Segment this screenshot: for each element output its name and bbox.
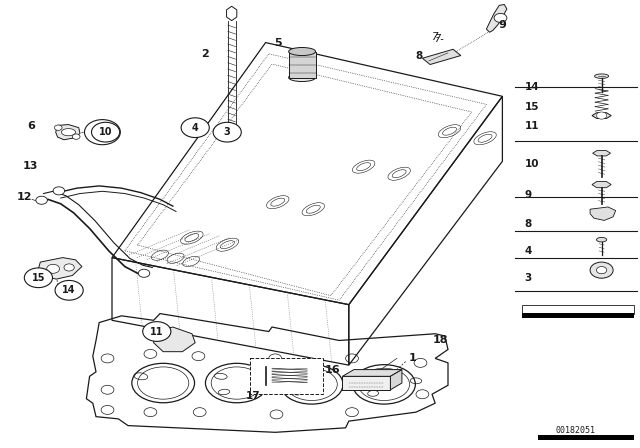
- Circle shape: [138, 269, 150, 277]
- Text: 7-: 7-: [434, 34, 444, 44]
- Text: -: -: [435, 32, 438, 42]
- Polygon shape: [38, 258, 82, 279]
- Polygon shape: [422, 49, 461, 65]
- Ellipse shape: [595, 74, 609, 78]
- Ellipse shape: [289, 73, 316, 82]
- Text: 4: 4: [525, 246, 532, 256]
- Circle shape: [596, 267, 607, 274]
- Polygon shape: [486, 4, 507, 32]
- Text: 18: 18: [433, 336, 448, 345]
- Circle shape: [24, 268, 52, 288]
- Ellipse shape: [61, 129, 76, 136]
- Polygon shape: [522, 313, 634, 318]
- Text: 6: 6: [27, 121, 35, 131]
- Polygon shape: [592, 181, 611, 188]
- Text: 8: 8: [415, 52, 423, 61]
- Text: 15: 15: [525, 102, 540, 112]
- Polygon shape: [590, 207, 616, 220]
- Circle shape: [92, 122, 120, 142]
- Text: 14: 14: [525, 82, 540, 92]
- Circle shape: [47, 264, 60, 273]
- Text: 17: 17: [246, 392, 260, 401]
- Circle shape: [64, 264, 74, 271]
- Polygon shape: [154, 327, 195, 352]
- Circle shape: [36, 196, 47, 204]
- Ellipse shape: [289, 47, 316, 56]
- Text: 7: 7: [431, 32, 437, 42]
- Text: 13: 13: [23, 161, 38, 171]
- Circle shape: [596, 112, 607, 119]
- Circle shape: [72, 134, 80, 139]
- Polygon shape: [289, 52, 316, 78]
- Circle shape: [590, 262, 613, 278]
- Text: 10: 10: [525, 159, 540, 168]
- Text: 3: 3: [224, 127, 230, 137]
- Polygon shape: [342, 376, 390, 390]
- Circle shape: [54, 125, 62, 130]
- Text: 2: 2: [201, 49, 209, 59]
- Text: 16: 16: [325, 365, 340, 375]
- Polygon shape: [592, 113, 611, 118]
- Polygon shape: [593, 151, 611, 156]
- Text: 10: 10: [99, 127, 113, 137]
- Circle shape: [494, 13, 507, 22]
- Ellipse shape: [596, 237, 607, 242]
- Text: 11: 11: [525, 121, 540, 131]
- Text: 11: 11: [150, 327, 164, 336]
- Polygon shape: [342, 370, 402, 376]
- Text: 8: 8: [525, 219, 532, 229]
- Text: 9: 9: [525, 190, 532, 200]
- Polygon shape: [390, 370, 402, 390]
- Text: 15: 15: [31, 273, 45, 283]
- Circle shape: [213, 122, 241, 142]
- Text: 4: 4: [192, 123, 198, 133]
- Polygon shape: [538, 435, 634, 440]
- Circle shape: [55, 280, 83, 300]
- Text: 5: 5: [275, 38, 282, 48]
- Text: 12: 12: [17, 192, 32, 202]
- Text: 1: 1: [409, 353, 417, 363]
- Polygon shape: [250, 358, 323, 394]
- Circle shape: [84, 120, 120, 145]
- Text: 9: 9: [499, 20, 506, 30]
- Circle shape: [181, 118, 209, 138]
- Circle shape: [143, 322, 171, 341]
- Text: 14: 14: [62, 285, 76, 295]
- Polygon shape: [56, 125, 80, 140]
- Text: 3: 3: [525, 273, 532, 283]
- Polygon shape: [522, 305, 634, 314]
- Polygon shape: [227, 6, 237, 21]
- Circle shape: [53, 187, 65, 195]
- Text: 00182051: 00182051: [556, 426, 596, 435]
